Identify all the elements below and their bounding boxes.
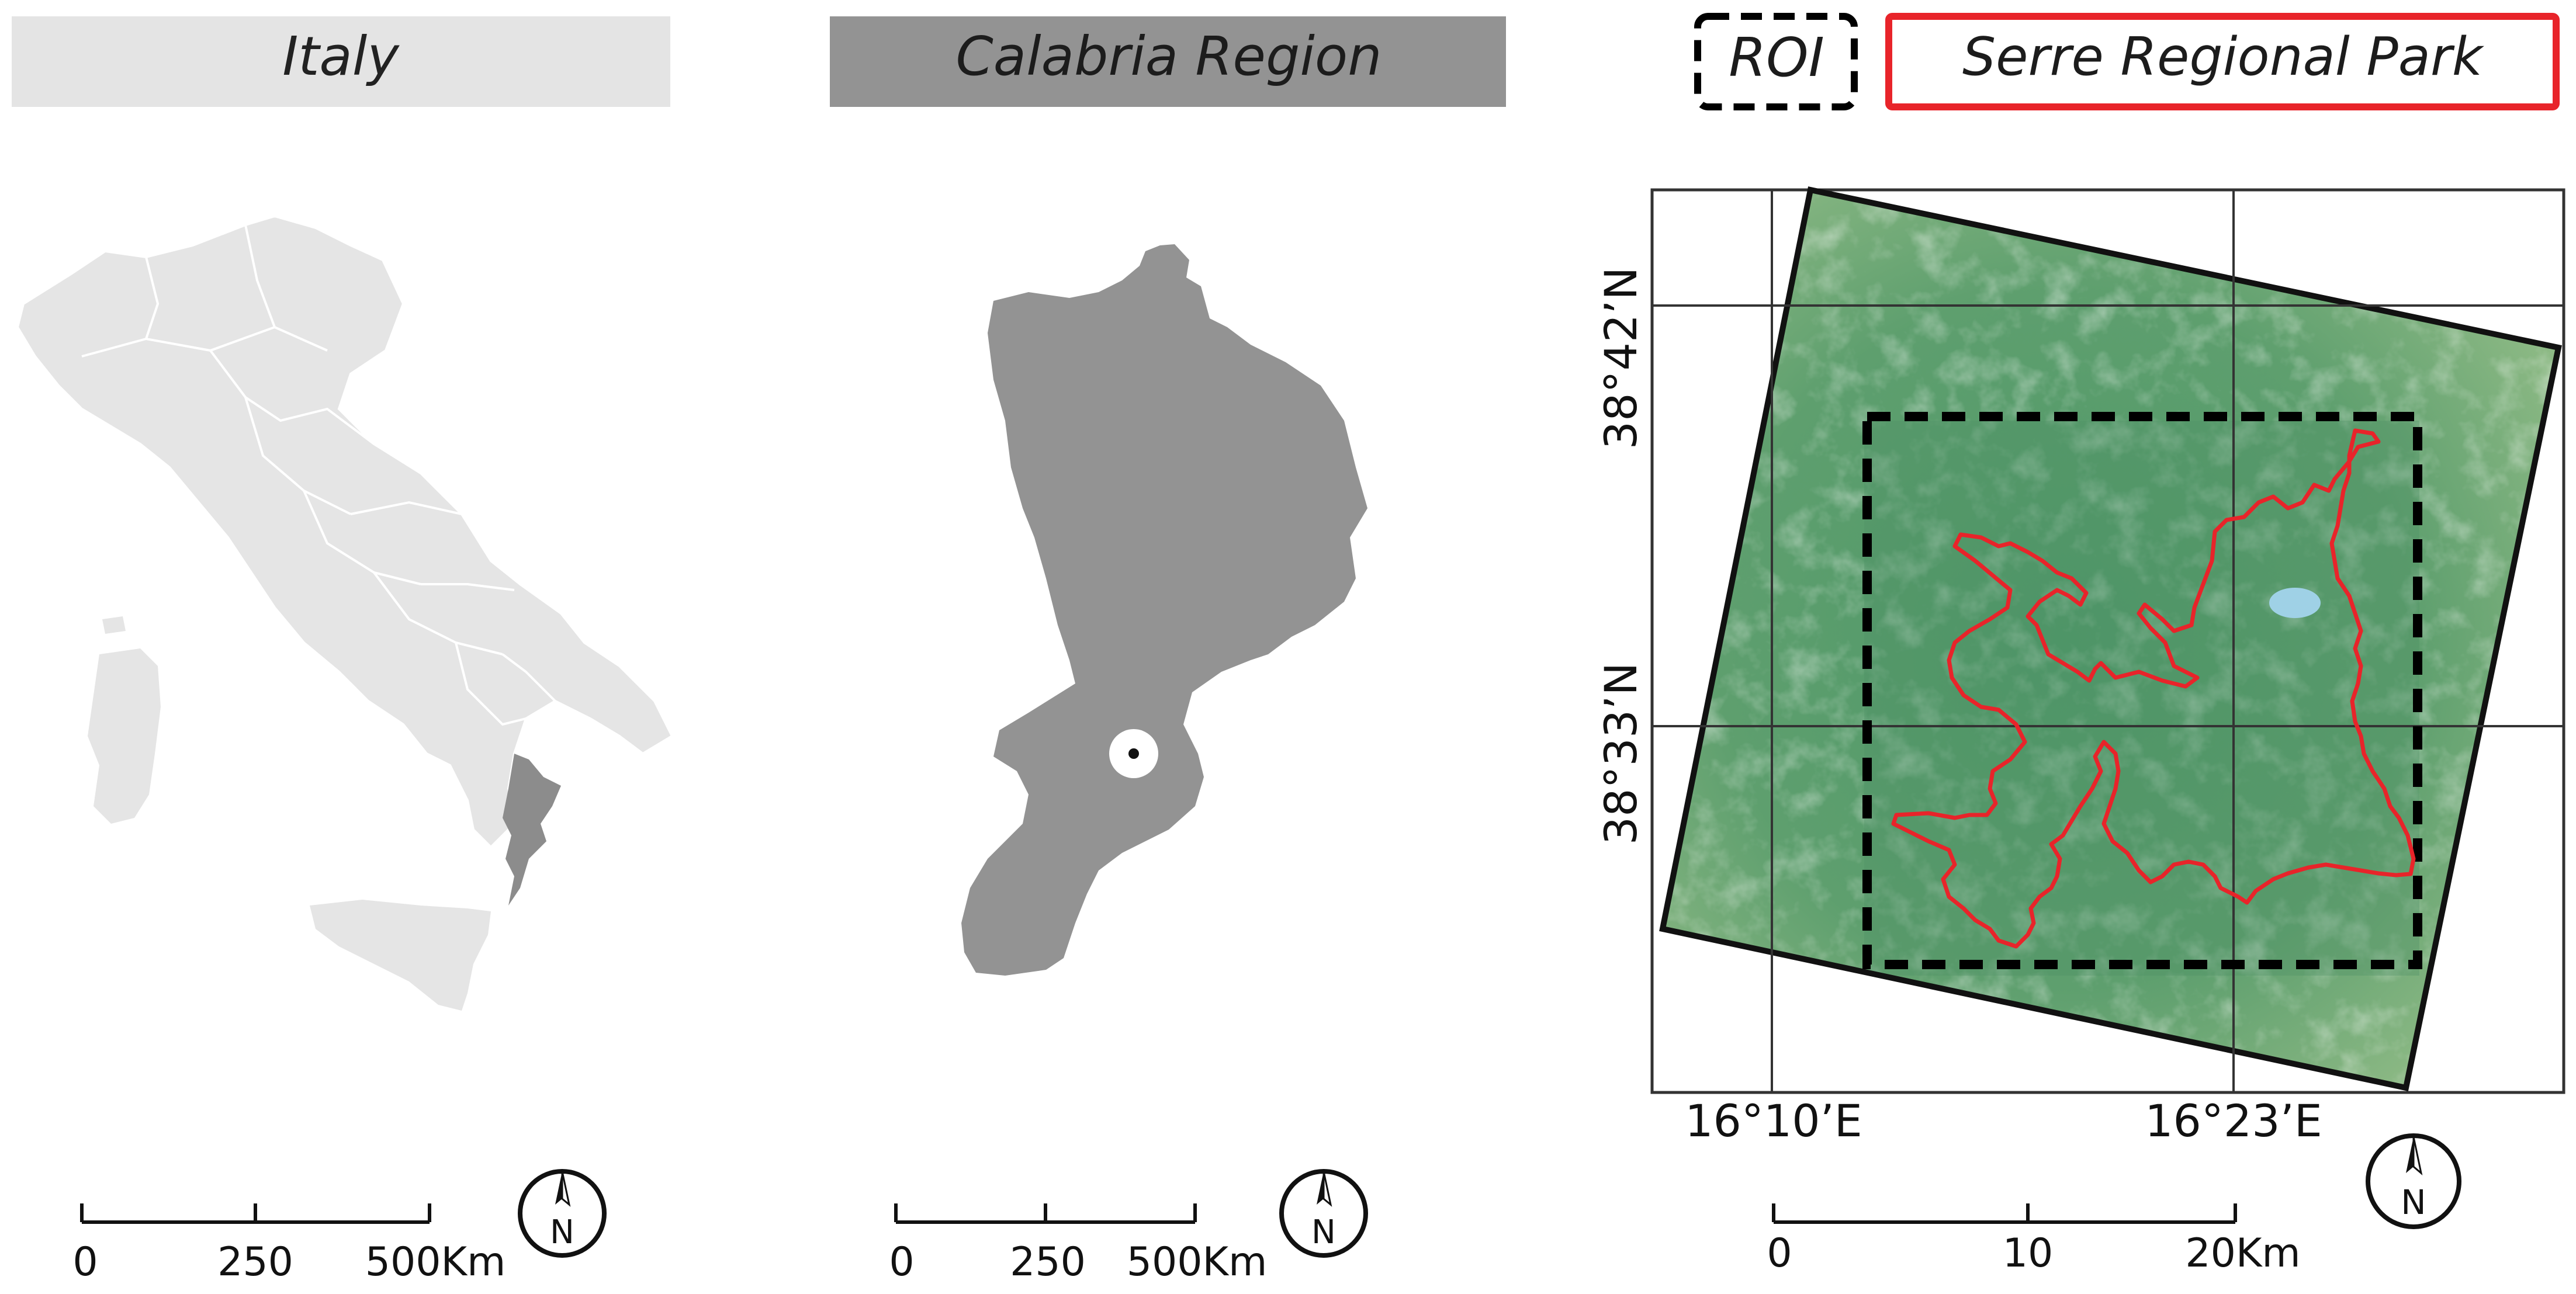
- calabria-panel: Calabria Region 0 250 500Km N: [830, 16, 1506, 1285]
- roi-legend-box: [1694, 13, 1858, 110]
- italy-sardinia-shape: [88, 648, 161, 824]
- calabria-location-marker: [1109, 729, 1158, 778]
- calabria-title: Calabria Region: [955, 25, 1382, 88]
- study-scale-tick-2: 20Km: [2185, 1230, 2300, 1276]
- lon-label-east: 16°23’E: [2145, 1095, 2322, 1147]
- italy-calabria-highlight: [503, 754, 561, 906]
- park-legend-box: [1885, 13, 2560, 110]
- italy-scale-tick-0: 0: [72, 1239, 98, 1285]
- roi-legend-label: ROI: [1729, 26, 1824, 89]
- lake-shape: [2269, 588, 2321, 618]
- italy-sicily-shape: [310, 900, 491, 1011]
- italy-title-box: [12, 16, 670, 107]
- calabria-scale-tick-1: 250: [1010, 1239, 1086, 1285]
- italy-scale-tick-1: 250: [217, 1239, 293, 1285]
- study-area-panel: ROI Serre Regional Park 38°42’N 38°33’N …: [1595, 13, 2565, 1276]
- study-scale-tick-1: 10: [2003, 1230, 2054, 1276]
- park-boundary: [1891, 428, 2416, 949]
- italy-region-borders: [81, 224, 556, 726]
- park-legend-label: Serre Regional Park: [1962, 26, 2485, 88]
- roi-boundary: [1862, 412, 2422, 969]
- study-north-arrow-icon: N: [2366, 1133, 2461, 1229]
- calabria-title-box: [830, 16, 1506, 107]
- lat-label-north: 38°42’N: [1595, 267, 1647, 449]
- calabria-scale-tick-2: 500Km: [1127, 1239, 1268, 1285]
- italy-mainland-shape: [16, 214, 674, 849]
- italy-title: Italy: [282, 25, 400, 88]
- italy-scale-bar: [80, 1203, 431, 1224]
- calabria-north-arrow-icon: N: [1279, 1169, 1368, 1258]
- italy-scale-tick-2: 500Km: [365, 1239, 506, 1285]
- calabria-region-shape: [961, 244, 1367, 976]
- satellite-image: [1663, 190, 2558, 1088]
- calabria-scale-tick-0: 0: [889, 1239, 914, 1285]
- calabria-scale-bar: [894, 1203, 1197, 1224]
- study-north-label: N: [2401, 1182, 2426, 1222]
- lon-label-west: 16°10’E: [1685, 1095, 1862, 1147]
- study-scale-tick-0: 0: [1767, 1230, 1792, 1276]
- calabria-north-label: N: [1311, 1213, 1336, 1251]
- satellite-image-outline: [1659, 186, 2562, 1091]
- graticule-lines: [1652, 190, 2564, 1092]
- italy-map: [16, 214, 674, 1011]
- italy-north-label: N: [550, 1213, 574, 1251]
- italy-panel: Italy: [12, 16, 674, 1285]
- lat-label-south: 38°33’N: [1595, 662, 1647, 845]
- italy-north-arrow-icon: N: [518, 1169, 607, 1258]
- study-scale-bar: [1772, 1203, 2237, 1224]
